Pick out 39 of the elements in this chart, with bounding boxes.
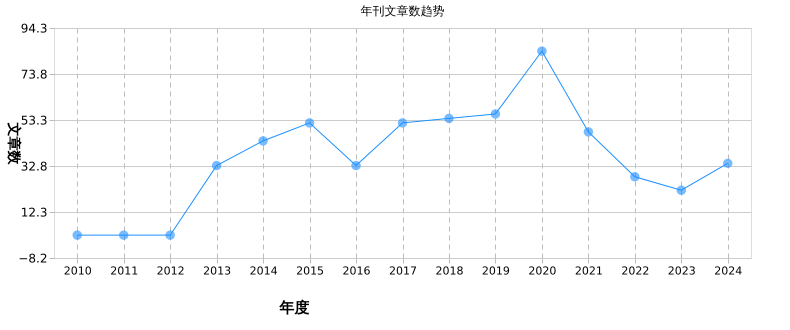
point bbox=[723, 158, 733, 168]
x-tick-label: 2023 bbox=[668, 264, 696, 278]
point bbox=[630, 172, 640, 182]
x-tick-label: 2018 bbox=[435, 264, 464, 278]
point bbox=[72, 230, 82, 240]
x-tick-label: 2014 bbox=[250, 264, 278, 278]
x-axis-title: 年度 bbox=[278, 298, 310, 316]
point bbox=[351, 160, 361, 170]
point bbox=[584, 127, 594, 137]
chart-title: 年刊文章数趋势 bbox=[360, 4, 444, 18]
x-tick-label: 2013 bbox=[203, 264, 232, 278]
y-axis-title: 文章数 bbox=[5, 122, 22, 166]
x-tick-label: 2017 bbox=[389, 264, 417, 278]
point bbox=[258, 136, 268, 146]
y-tick-label: 73.8 bbox=[20, 68, 48, 82]
point bbox=[490, 109, 500, 119]
y-tick-label: 12.3 bbox=[20, 206, 48, 220]
point bbox=[118, 230, 128, 240]
x-tick-label: 2021 bbox=[574, 264, 603, 278]
point bbox=[165, 230, 175, 240]
point bbox=[398, 118, 408, 128]
point bbox=[304, 118, 314, 128]
x-tick-label: 2019 bbox=[482, 264, 510, 278]
x-tick-label: 2016 bbox=[342, 264, 371, 278]
y-tick-label: 32.8 bbox=[20, 160, 48, 174]
x-tick-label: 2022 bbox=[621, 264, 650, 278]
x-tick-label: 2012 bbox=[156, 264, 185, 278]
x-tick-label: 2024 bbox=[714, 264, 742, 278]
x-tick-label: 2015 bbox=[296, 264, 324, 278]
point bbox=[676, 186, 686, 195]
x-tick-label: 2020 bbox=[528, 264, 556, 278]
y-tick-label: 53.3 bbox=[20, 114, 48, 128]
x-tick-label: 2011 bbox=[110, 264, 138, 278]
x-tick-label: 2010 bbox=[64, 264, 92, 278]
y-tick-label: −8.2 bbox=[18, 252, 48, 266]
point bbox=[537, 46, 547, 56]
point bbox=[444, 114, 454, 124]
point bbox=[212, 160, 222, 170]
y-tick-label: 94.3 bbox=[20, 22, 48, 36]
